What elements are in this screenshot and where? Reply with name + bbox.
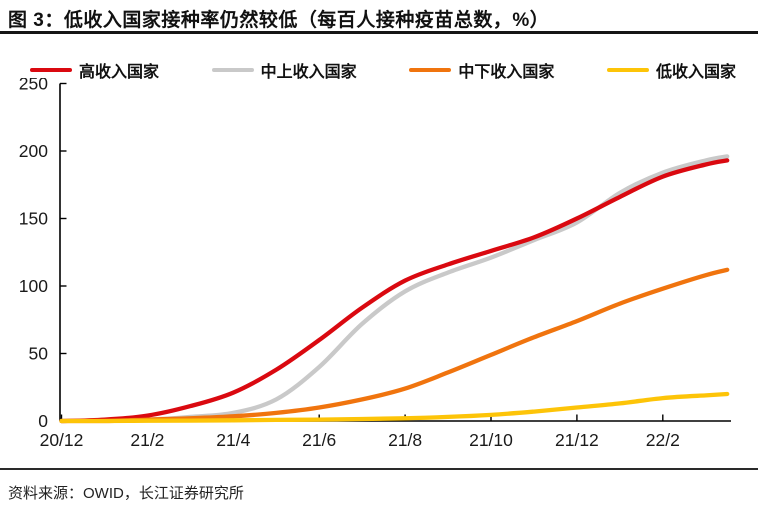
legend-label: 中下收入国家: [458, 64, 555, 81]
legend-item-high-income: 高收入国家: [30, 58, 159, 82]
legend-label: 中上收入国家: [260, 64, 357, 81]
x-tick-label: 21/2: [130, 430, 164, 450]
legend-item-upper-middle-income: 中上收入国家: [211, 58, 357, 82]
legend-label: 高收入国家: [79, 64, 160, 81]
x-tick-label: 21/4: [216, 430, 250, 450]
chart-title: 图 3：低收入国家接种率仍然较低（每百人接种疫苗总数，%）: [8, 10, 550, 31]
footer-divider: [0, 468, 758, 470]
y-tick-label: 200: [19, 141, 48, 161]
legend-line-swatch: [409, 67, 452, 73]
y-tick-label: 100: [19, 276, 48, 296]
x-tick-label: 22/2: [646, 430, 680, 450]
legend-label: 低收入国家: [655, 64, 736, 81]
y-tick-label: 250: [19, 78, 48, 94]
legend-line-swatch: [211, 67, 254, 73]
source-note: 资料来源：OWID，长江证券研究所: [8, 485, 244, 502]
x-tick-label: 20/12: [40, 430, 84, 450]
title-underline: [0, 31, 758, 34]
series-line-lower_middle_income: [59, 267, 730, 424]
x-tick-label: 21/12: [555, 430, 599, 450]
y-tick-label: 150: [19, 209, 48, 229]
legend-line-swatch: [30, 67, 72, 73]
y-tick-label: 0: [38, 411, 48, 431]
x-tick-label: 21/10: [469, 430, 513, 450]
legend-line-swatch: [606, 67, 649, 73]
legend-item-lower-middle-income: 中下收入国家: [409, 58, 554, 82]
y-tick-label: 50: [29, 344, 49, 364]
legend-item-low-income: 低收入国家: [606, 58, 736, 82]
x-tick-label: 21/8: [388, 430, 422, 450]
x-tick-label: 21/6: [302, 430, 336, 450]
line-chart: 0 50 100 150 200 250 20/12 21/2 21/4 21/6 21/8 21/1…: [19, 78, 731, 450]
series-line-high_income: [59, 158, 730, 424]
legend: 高收入国家 中上收入国家 中下收入国家 低收入国家: [30, 58, 736, 82]
series-line-low_income: [59, 391, 730, 424]
